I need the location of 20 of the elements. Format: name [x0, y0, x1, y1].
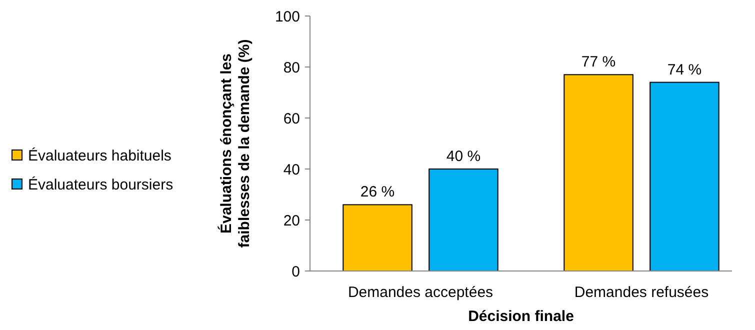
- data-label: 26 %: [360, 184, 395, 201]
- y-axis-title: Évaluations énonçant les faiblesses de la demande (%): [217, 39, 253, 248]
- data-label: 77 %: [581, 54, 616, 71]
- y-tick-label: 0: [292, 263, 300, 280]
- x-axis-title: Décision finale: [468, 308, 574, 325]
- legend-label: Évaluateurs boursiers: [28, 175, 174, 194]
- bar: [428, 168, 498, 272]
- x-tick-label: Demandes acceptées: [348, 284, 494, 301]
- bar: [342, 204, 412, 272]
- y-tick-label: 20: [283, 212, 300, 230]
- legend-label: Évaluateurs habituels: [28, 146, 172, 164]
- y-tick-label: 60: [283, 110, 300, 128]
- bar: [564, 74, 634, 272]
- x-tick-label: Demandes refusées: [574, 284, 709, 301]
- data-label: 40 %: [446, 148, 481, 165]
- y-tick-label: 40: [283, 161, 300, 178]
- bar: [650, 82, 720, 272]
- data-label: 74 %: [667, 61, 702, 78]
- y-tick-label: 80: [283, 59, 300, 76]
- y-tick-label: 100: [274, 8, 300, 26]
